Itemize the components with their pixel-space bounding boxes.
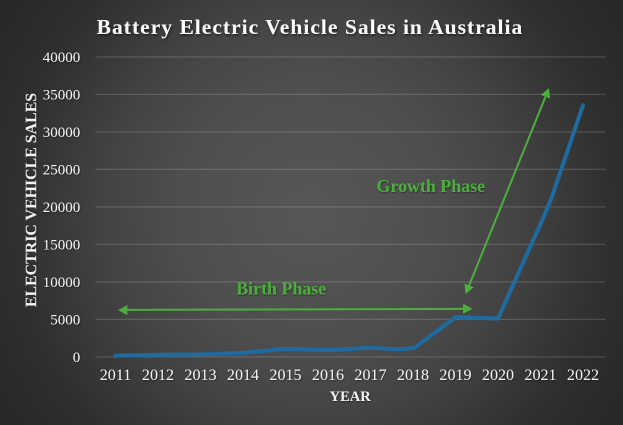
- svg-text:2018: 2018: [397, 367, 429, 384]
- svg-text:2014: 2014: [227, 367, 259, 384]
- svg-text:2012: 2012: [142, 367, 174, 384]
- svg-text:2013: 2013: [184, 367, 216, 384]
- svg-text:2021: 2021: [524, 367, 556, 384]
- svg-text:35000: 35000: [43, 87, 81, 103]
- svg-text:2020: 2020: [482, 367, 514, 384]
- svg-text:20000: 20000: [43, 200, 81, 216]
- svg-text:30000: 30000: [43, 125, 81, 141]
- svg-text:15000: 15000: [43, 237, 81, 253]
- svg-text:ELECTRIC VEHICLE SALES: ELECTRIC VEHICLE SALES: [23, 93, 40, 307]
- svg-text:2015: 2015: [269, 367, 301, 384]
- svg-text:2011: 2011: [100, 367, 132, 384]
- svg-text:YEAR: YEAR: [330, 389, 372, 405]
- svg-text:Birth Phase: Birth Phase: [236, 279, 326, 299]
- svg-text:Battery Electric Vehicle Sales: Battery Electric Vehicle Sales in Austra…: [97, 15, 524, 39]
- svg-text:10000: 10000: [43, 275, 81, 291]
- svg-text:Growth Phase: Growth Phase: [377, 176, 486, 196]
- svg-text:5000: 5000: [50, 312, 80, 328]
- svg-text:2016: 2016: [312, 367, 344, 384]
- svg-text:0: 0: [73, 350, 81, 366]
- svg-text:40000: 40000: [43, 50, 81, 66]
- svg-text:2017: 2017: [354, 367, 386, 384]
- svg-text:25000: 25000: [43, 162, 81, 178]
- svg-text:2022: 2022: [567, 367, 599, 384]
- svg-text:2019: 2019: [439, 367, 471, 384]
